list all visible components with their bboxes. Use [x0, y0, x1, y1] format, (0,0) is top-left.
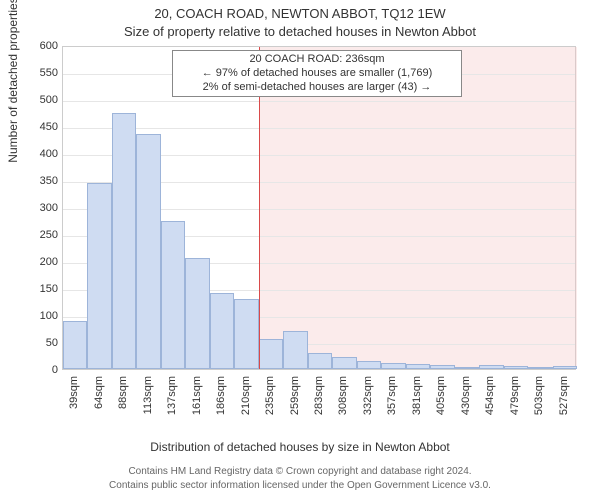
bar — [112, 113, 136, 370]
x-tick-label: 479sqm — [509, 376, 521, 415]
bar — [283, 331, 307, 369]
x-tick-label: 332sqm — [362, 376, 374, 415]
bar — [455, 367, 479, 369]
x-tick-label: 161sqm — [191, 376, 203, 415]
y-tick-label: 550 — [28, 67, 58, 79]
y-tick-label: 250 — [28, 229, 58, 241]
footnote-line1: Contains HM Land Registry data © Crown c… — [0, 466, 600, 477]
y-tick-label: 300 — [28, 202, 58, 214]
x-tick-label: 454sqm — [484, 376, 496, 415]
x-tick-label: 113sqm — [142, 376, 154, 414]
x-tick-label: 430sqm — [460, 376, 472, 415]
chart-title-line2: Size of property relative to detached ho… — [0, 24, 600, 39]
y-tick-label: 150 — [28, 283, 58, 295]
x-tick-label: 357sqm — [386, 376, 398, 415]
bar — [357, 361, 381, 369]
x-tick-label: 381sqm — [411, 376, 423, 415]
bar — [381, 363, 405, 369]
y-tick-label: 100 — [28, 310, 58, 322]
x-tick-label: 283sqm — [313, 376, 325, 415]
footnote-line2: Contains public sector information licen… — [0, 480, 600, 491]
x-tick-label: 259sqm — [289, 376, 301, 415]
bar — [332, 357, 356, 369]
y-tick-label: 600 — [28, 40, 58, 52]
x-tick-label: 210sqm — [240, 376, 252, 415]
x-tick-label: 88sqm — [117, 376, 129, 409]
bar — [528, 367, 552, 369]
x-tick-label: 39sqm — [68, 376, 80, 409]
y-tick-label: 0 — [28, 364, 58, 376]
x-tick-label: 308sqm — [337, 376, 349, 415]
bar — [136, 134, 160, 369]
annotation-line-1: 20 COACH ROAD: 236sqm — [179, 53, 455, 67]
chart-title-line1: 20, COACH ROAD, NEWTON ABBOT, TQ12 1EW — [0, 6, 600, 21]
x-tick-label: 186sqm — [215, 376, 227, 415]
x-tick-label: 527sqm — [558, 376, 570, 415]
bar — [259, 339, 283, 369]
bar — [406, 364, 430, 369]
bar — [308, 353, 332, 369]
annotation-box: 20 COACH ROAD: 236sqm ← 97% of detached … — [172, 50, 462, 97]
y-tick-label: 200 — [28, 256, 58, 268]
annotation-line-3: 2% of semi-detached houses are larger (4… — [179, 81, 455, 95]
x-tick-label: 235sqm — [264, 376, 276, 415]
y-tick-label: 350 — [28, 175, 58, 187]
bar — [479, 365, 503, 369]
bar — [63, 321, 87, 369]
y-axis-label: Number of detached properties — [6, 0, 20, 330]
x-tick-label: 137sqm — [166, 376, 178, 415]
bar — [185, 258, 209, 369]
x-tick-label: 405sqm — [435, 376, 447, 415]
bar — [87, 183, 111, 369]
x-tick-label: 64sqm — [93, 376, 105, 409]
x-axis-label: Distribution of detached houses by size … — [0, 440, 600, 454]
y-tick-label: 450 — [28, 121, 58, 133]
annotation-line-2: ← 97% of detached houses are smaller (1,… — [179, 67, 455, 81]
bar — [234, 299, 258, 369]
y-tick-label: 50 — [28, 337, 58, 349]
bar — [553, 366, 577, 369]
y-tick-label: 400 — [28, 148, 58, 160]
bar — [504, 366, 528, 369]
bar — [430, 365, 454, 369]
x-tick-label: 503sqm — [533, 376, 545, 415]
bar — [161, 221, 185, 370]
bar — [210, 293, 234, 369]
y-tick-label: 500 — [28, 94, 58, 106]
